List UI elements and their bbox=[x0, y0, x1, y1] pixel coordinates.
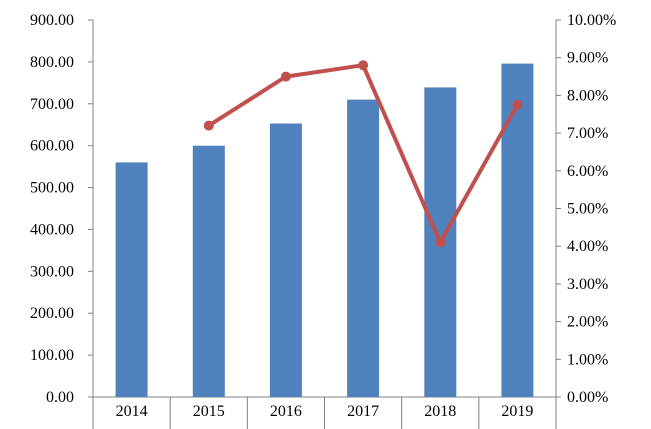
left-tick-label: 400.00 bbox=[30, 221, 74, 238]
bar-2019 bbox=[501, 63, 534, 397]
bar-2014 bbox=[115, 162, 148, 397]
left-tick-label: 0.00 bbox=[46, 389, 74, 406]
right-tick-label: 8.00% bbox=[567, 87, 608, 104]
left-tick-label: 200.00 bbox=[30, 305, 74, 322]
left-tick-label: 500.00 bbox=[30, 180, 74, 197]
bar-series bbox=[115, 63, 534, 398]
line-point-2019 bbox=[512, 99, 523, 110]
axes bbox=[88, 19, 561, 429]
right-tick-label: 3.00% bbox=[567, 276, 608, 293]
right-tick-label: 6.00% bbox=[567, 163, 608, 180]
bar-2015 bbox=[192, 145, 225, 397]
tick-labels: 0.00 100.00 200.00 300.00 400.00 500.00 600.00… bbox=[30, 12, 616, 420]
x-tick-label: 2018 bbox=[424, 403, 456, 420]
line-series bbox=[203, 60, 523, 248]
bar-2017 bbox=[347, 99, 380, 397]
line-point-2016 bbox=[280, 71, 291, 82]
right-tick-label: 10.00% bbox=[567, 12, 616, 29]
left-tick-label: 700.00 bbox=[30, 96, 74, 113]
right-tick-label: 5.00% bbox=[567, 201, 608, 218]
line-point-2017 bbox=[358, 60, 369, 71]
x-tick-label: 2015 bbox=[193, 403, 225, 420]
left-tick-label: 900.00 bbox=[30, 12, 74, 29]
right-tick-label: 4.00% bbox=[567, 238, 608, 255]
right-tick-label: 2.00% bbox=[567, 314, 608, 331]
x-tick-label: 2019 bbox=[501, 403, 533, 420]
x-tick-label: 2017 bbox=[347, 403, 379, 420]
right-tick-label: 7.00% bbox=[567, 125, 608, 142]
right-tick-label: 9.00% bbox=[567, 50, 608, 67]
line-point-2018 bbox=[435, 237, 446, 248]
x-tick-label: 2014 bbox=[116, 403, 148, 420]
left-tick-label: 800.00 bbox=[30, 54, 74, 71]
x-tick-label: 2016 bbox=[270, 403, 302, 420]
left-tick-label: 100.00 bbox=[30, 347, 74, 364]
left-tick-label: 600.00 bbox=[30, 138, 74, 155]
right-tick-label: 1.00% bbox=[567, 351, 608, 368]
left-tick-label: 300.00 bbox=[30, 263, 74, 280]
right-tick-label: 0.00% bbox=[567, 389, 608, 406]
bar-2016 bbox=[269, 123, 302, 397]
line-point-2015 bbox=[203, 120, 214, 131]
